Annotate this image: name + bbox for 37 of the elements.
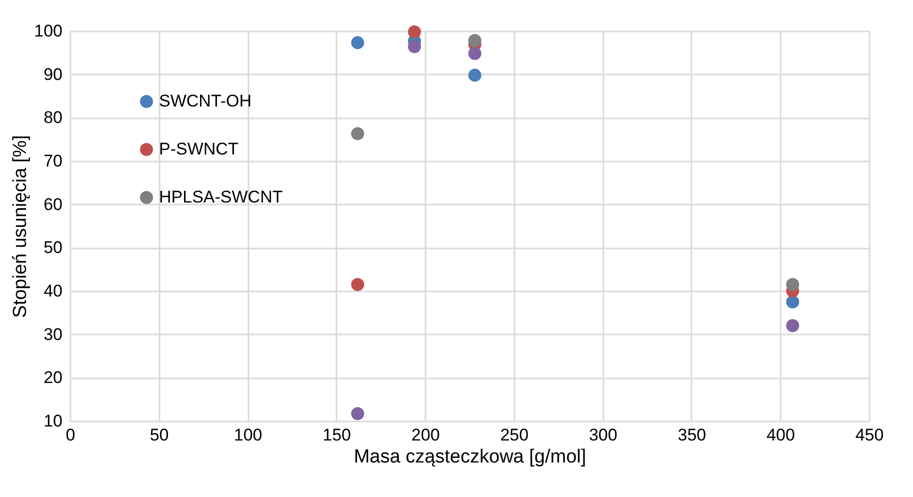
y-tick-label: 50 — [44, 238, 62, 258]
x-tick-label: 0 — [66, 426, 76, 444]
point — [351, 407, 364, 420]
x-axis-title: Masa cząsteczkowa [g/mol] — [354, 446, 586, 468]
point — [786, 278, 800, 292]
x-tick-label: 100 — [234, 426, 262, 444]
y-tick-label: 40 — [44, 282, 62, 300]
legend-label: HPLSA-SWCNT — [159, 188, 283, 206]
point — [351, 36, 364, 50]
y-tick-label: 80 — [44, 108, 62, 128]
x-tick-label: 50 — [150, 426, 169, 444]
x-tick-label: 300 — [588, 426, 618, 444]
y-tick-label: 30 — [44, 324, 62, 344]
y-tick-label: 100 — [34, 22, 62, 40]
y-tick-label: 70 — [44, 152, 62, 170]
point — [408, 40, 421, 54]
legend-label: SWCNT-OH — [159, 92, 252, 110]
y-tick-label: 20 — [44, 368, 62, 388]
x-tick-label: 200 — [411, 426, 440, 444]
y-tick-label: 90 — [44, 64, 62, 84]
point — [468, 68, 482, 82]
legend-label: P-SWNCT — [159, 140, 238, 158]
point — [468, 47, 482, 60]
point — [351, 127, 364, 140]
x-tick-label: 350 — [678, 426, 706, 444]
x-tick-label: 150 — [322, 426, 352, 444]
x-tick-label: 400 — [766, 426, 795, 444]
point — [786, 295, 800, 308]
x-tick-label: 250 — [500, 426, 529, 444]
y-tick-label: 60 — [44, 194, 62, 214]
point — [786, 319, 800, 332]
y-axis-title: Stopień usunięcia [%] — [10, 135, 32, 318]
y-tick-label: 10 — [44, 412, 62, 430]
x-tick-label: 450 — [855, 426, 884, 444]
point — [351, 278, 364, 292]
point — [468, 34, 482, 48]
point — [408, 25, 421, 38]
